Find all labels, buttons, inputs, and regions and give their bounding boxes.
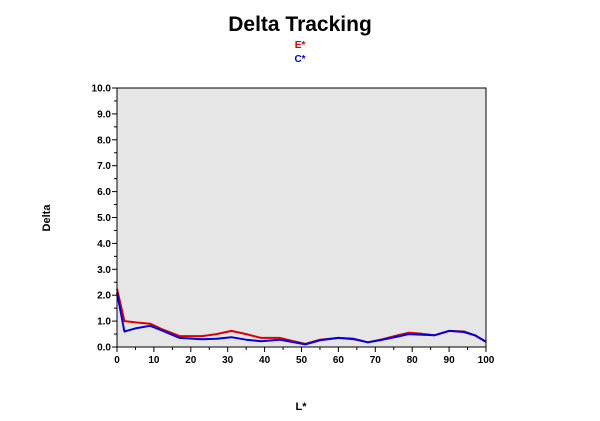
y-tick-label: 3.0 — [97, 265, 111, 276]
series-line-c — [116, 292, 487, 346]
series-layer — [116, 288, 487, 346]
x-tick-label: 0 — [114, 355, 120, 366]
y-tick-label: 0.0 — [97, 343, 111, 354]
x-tick-label: 20 — [185, 355, 197, 366]
x-tick-label: 100 — [478, 355, 495, 366]
axes: 0.0 1.0 2.0 3.0 4.0 5.0 6.0 7.0 8.0 9.0 10.0 0 10 20 3… — [92, 84, 495, 367]
x-tick-label: 50 — [296, 355, 308, 366]
legend: E* C* — [294, 40, 305, 65]
x-tick-label: 80 — [407, 355, 419, 366]
y-tick-label: 6.0 — [97, 187, 111, 198]
x-tick-label: 10 — [148, 355, 160, 366]
y-tick-label: 4.0 — [97, 239, 111, 250]
y-tick-label: 9.0 — [97, 109, 111, 120]
y-tick-label: 7.0 — [97, 161, 111, 172]
plot-area — [116, 87, 487, 348]
y-tick-label: 1.0 — [97, 317, 111, 328]
x-tick-label: 90 — [444, 355, 456, 366]
y-tick-label: 5.0 — [97, 213, 111, 224]
x-tick-label: 60 — [333, 355, 345, 366]
x-tick-label: 40 — [259, 355, 271, 366]
legend-entry-c: C* — [294, 54, 305, 65]
chart-title: Delta Tracking — [228, 13, 372, 36]
y-axis-label: Delta — [41, 204, 53, 232]
y-tick-label: 10.0 — [92, 84, 112, 95]
x-tick-label: 30 — [222, 355, 234, 366]
y-tick-label: 8.0 — [97, 135, 111, 146]
y-tick-label: 2.0 — [97, 291, 111, 302]
legend-entry-e: E* — [295, 40, 306, 51]
x-tick-label: 70 — [370, 355, 382, 366]
x-axis-label: L* — [296, 401, 308, 413]
